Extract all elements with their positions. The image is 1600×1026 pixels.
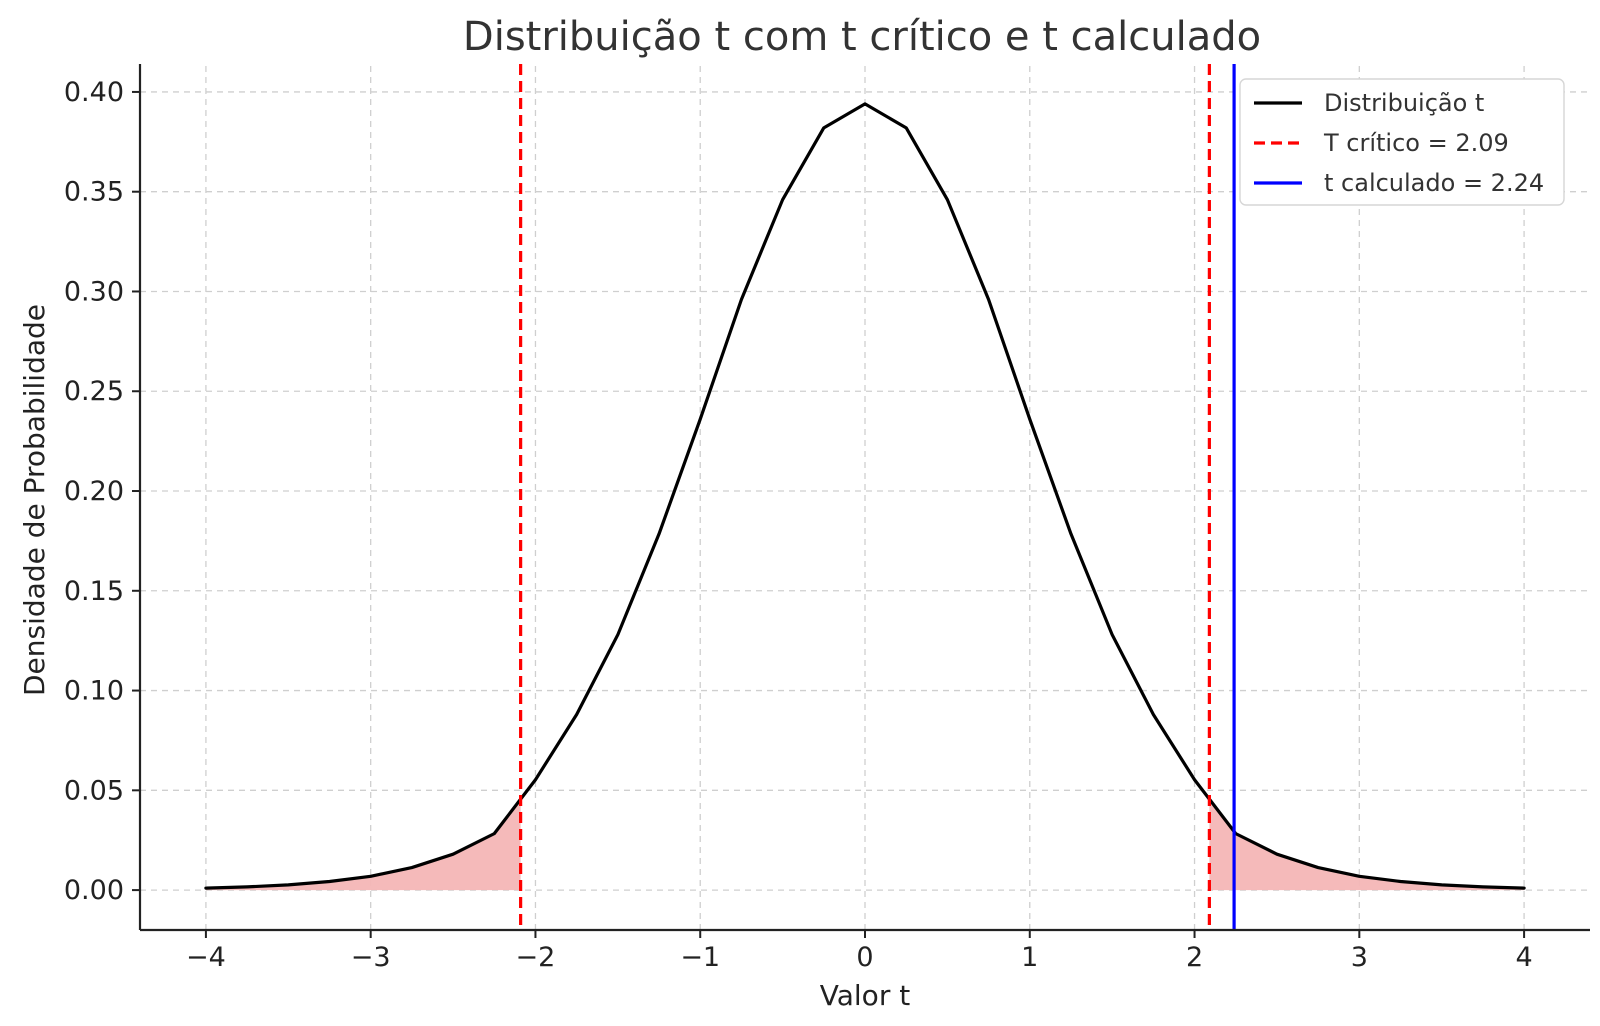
x-tick-label-8: 4	[1515, 942, 1532, 973]
y-tick-label-4: 0.20	[64, 476, 124, 507]
series-layer	[204, 102, 1526, 890]
legend-layer: Distribuição t T crítico = 2.09 t calculad…	[1239, 78, 1565, 206]
legend-label-1: T crítico = 2.09	[1323, 129, 1509, 157]
x-tick-label-4: 0	[856, 942, 873, 973]
x-tick-label-5: 1	[1021, 942, 1038, 973]
legend-label-2: t calculado = 2.24	[1324, 169, 1544, 197]
y-tick-label-5: 0.25	[64, 376, 124, 407]
y-tick-label-6: 0.30	[64, 276, 124, 307]
shaded-area-layer	[205, 799, 1525, 891]
series-line-distribuicao-t	[204, 102, 1526, 890]
tick-label-layer: −4 −3 −2 −1 0 1 2 3 4 0.00 0.05 0.10 0.15 0.20 0.25 0.3…	[64, 77, 1533, 973]
shaded-tail-1	[1209, 799, 1525, 891]
y-axis-title: Densidade de Probabilidade	[18, 304, 51, 696]
y-tick-label-0: 0.00	[64, 875, 124, 906]
grid-layer	[140, 66, 1590, 930]
y-tick-label-1: 0.05	[64, 775, 124, 806]
y-tick-label-7: 0.35	[64, 177, 124, 208]
legend-label-0: Distribuição t	[1324, 89, 1484, 117]
x-axis-title: Valor t	[820, 979, 910, 1012]
x-tick-label-6: 2	[1186, 942, 1203, 973]
x-tick-label-3: −1	[680, 942, 720, 973]
x-tick-label-1: −3	[351, 942, 391, 973]
legend-box	[1239, 78, 1565, 206]
axis-layer	[132, 64, 1590, 938]
x-tick-label-0: −4	[186, 942, 226, 973]
y-tick-label-8: 0.40	[64, 77, 124, 108]
shaded-tail-0	[205, 799, 521, 891]
y-tick-label-3: 0.15	[64, 576, 124, 607]
vertical-lines-layer	[519, 64, 1236, 930]
x-tick-label-7: 3	[1351, 942, 1368, 973]
chart-title: Distribuição t com t crítico e t calcula…	[463, 14, 1261, 60]
y-tick-label-2: 0.10	[64, 676, 124, 707]
x-tick-label-2: −2	[516, 942, 556, 973]
